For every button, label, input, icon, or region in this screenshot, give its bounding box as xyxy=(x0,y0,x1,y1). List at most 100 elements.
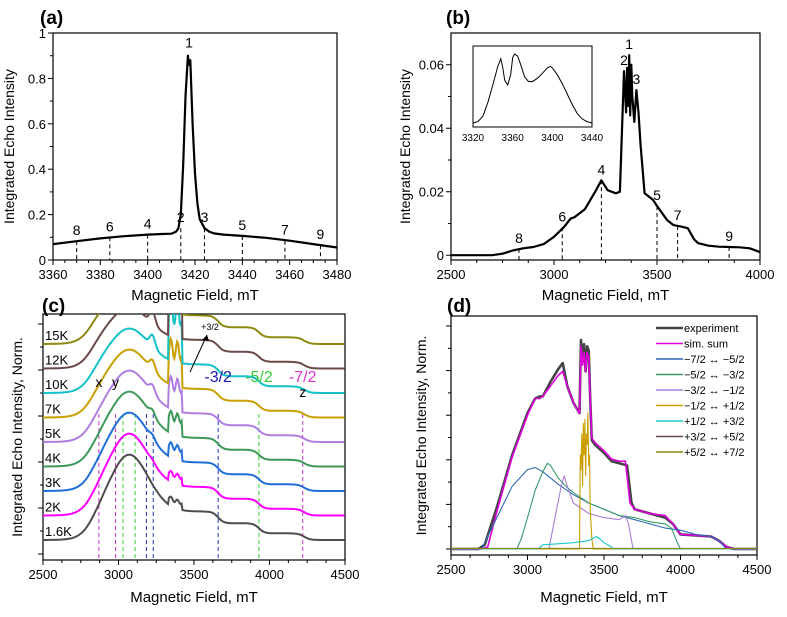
legend-label: −5/2 ↔ −3/2 xyxy=(684,370,745,382)
annotation-label: x xyxy=(95,374,102,390)
legend-label: −3/2 ↔ −1/2 xyxy=(684,385,745,397)
series-label: 7K xyxy=(45,402,61,417)
plot-area xyxy=(451,338,757,551)
series-label: 5K xyxy=(45,426,61,441)
marker-label: 6 xyxy=(558,208,566,224)
annotation-label: z xyxy=(299,384,306,400)
x-axis-label: Magnetic Field, mT xyxy=(131,287,259,304)
x-axis-label: Magnetic Field, mT xyxy=(130,589,258,606)
series-line--5-2-3-2 xyxy=(451,462,757,550)
inset-frame xyxy=(472,45,593,128)
marker-label: 5 xyxy=(653,187,661,203)
plot-area xyxy=(53,54,337,249)
y-tick-label: 0.02 xyxy=(419,185,444,200)
legend: experiment sim. sum −7/2 ↔ −5/2 −5/2 ↔ −3/2… xyxy=(656,323,745,459)
x-tick-label: 3000 xyxy=(540,267,569,282)
legend-label: −7/2 ↔ −5/2 xyxy=(684,354,745,366)
series-line-3K xyxy=(43,411,345,492)
marker-label: 5 xyxy=(238,217,246,233)
x-tick-label: 2500 xyxy=(29,567,58,582)
annotation-label: -5/2 xyxy=(245,369,273,386)
series-line-12K xyxy=(43,314,345,370)
x-tick-label: 3360 xyxy=(39,267,68,282)
series-label: 3K xyxy=(45,475,61,490)
marker-label: 2 xyxy=(177,209,185,225)
x-tick-label: 2500 xyxy=(437,267,466,282)
x-tick-label: 3500 xyxy=(590,562,619,577)
series-label: 1.6K xyxy=(45,524,72,539)
marker-label: 6 xyxy=(106,218,114,234)
inset-x-tick-label: 3400 xyxy=(541,133,564,144)
panel-label: (a) xyxy=(40,8,63,29)
inset-x-tick-label: 3360 xyxy=(502,133,525,144)
x-tick-label: 4000 xyxy=(666,562,695,577)
x-tick-label: 3420 xyxy=(181,267,210,282)
series-line-7K xyxy=(43,335,345,419)
x-axis-label: Magnetic Field, mT xyxy=(540,589,668,606)
marker-label: 1 xyxy=(625,36,633,52)
y-tick-label: 0.06 xyxy=(419,58,444,73)
x-tick-label: 3460 xyxy=(275,267,304,282)
series-line-2K xyxy=(43,432,345,517)
series-line--3-2-1-2 xyxy=(451,475,757,550)
annotation-arrow xyxy=(189,334,208,373)
x-tick-label: 3480 xyxy=(323,267,352,282)
series-line-spectrum xyxy=(53,54,337,249)
marker-label: 2 xyxy=(620,52,628,68)
annotation-label: +3/2 xyxy=(201,322,219,332)
panel-label: (c) xyxy=(42,296,65,317)
y-tick-label: 0 xyxy=(437,248,444,263)
y-tick-label: 0.8 xyxy=(28,71,46,86)
marker-label: 4 xyxy=(144,216,152,232)
series-label: 10K xyxy=(45,377,68,392)
x-tick-label: 4500 xyxy=(743,562,772,577)
x-tick-label: 4000 xyxy=(255,567,284,582)
inset-x-tick-label: 3320 xyxy=(462,133,485,144)
panel-b: (b) 2500 3000 3500 4000 Magnetic Field, mT Int… xyxy=(397,8,774,304)
legend-label: +3/2 ↔ +5/2 xyxy=(684,432,745,444)
marker-label: 9 xyxy=(317,226,325,242)
legend-label: +1/2 ↔ +3/2 xyxy=(684,416,745,428)
y-tick-label: 0.04 xyxy=(419,121,444,136)
arrow-head xyxy=(202,335,209,341)
x-axis-label: Magnetic Field, mT xyxy=(542,287,670,304)
x-tick-label: 4000 xyxy=(746,267,775,282)
y-tick-label: 0.2 xyxy=(28,208,46,223)
series-line-spectrum xyxy=(451,54,760,257)
x-tick-label: 3400 xyxy=(133,267,162,282)
panel-c: (c) 2500 3000 3500 4000 4500 Magnetic Field, m… xyxy=(9,296,360,606)
y-tick-label: 1 xyxy=(39,26,46,41)
marker-label: 8 xyxy=(73,222,81,238)
marker-label: 4 xyxy=(597,161,605,177)
series-line--1-2-1-2 xyxy=(451,412,757,550)
marker-label: 3 xyxy=(201,209,209,225)
y-tick-label: 0.6 xyxy=(28,117,46,132)
marker-label: 9 xyxy=(725,228,733,244)
x-tick-label: 4500 xyxy=(331,567,360,582)
panel-label: (d) xyxy=(447,296,471,317)
y-axis-label: Integrated Echo Intensity, Norm. xyxy=(9,337,25,537)
legend-label: −1/2 ↔ +1/2 xyxy=(684,401,745,413)
x-tick-label: 3500 xyxy=(180,567,209,582)
series-label: 15K xyxy=(45,328,68,343)
series-line-5K xyxy=(43,369,345,443)
series-line-4K xyxy=(43,390,345,468)
annotation-label: -3/2 xyxy=(204,369,232,386)
panel-label: (b) xyxy=(446,8,470,29)
y-tick-label: 0.4 xyxy=(28,162,46,177)
series-line-15K xyxy=(43,314,345,345)
panel-d: (d) 2500 3000 3500 4000 4500 Magnetic Field, m… xyxy=(413,296,771,606)
marker-label: 1 xyxy=(185,34,193,50)
y-axis-label: Integrated Echo Intensity xyxy=(397,69,413,224)
legend-label: sim. sum xyxy=(684,339,728,351)
marker-label: 8 xyxy=(515,230,523,246)
inset-x-tick-label: 3440 xyxy=(581,133,604,144)
x-tick-label: 3500 xyxy=(643,267,672,282)
annotation-label: -7/2 xyxy=(289,369,317,386)
marker-label: 7 xyxy=(674,207,682,223)
x-tick-label: 3380 xyxy=(86,267,115,282)
plot-frame xyxy=(52,32,338,261)
x-tick-label: 2500 xyxy=(437,562,466,577)
series-line--1-2-3-2 xyxy=(451,535,757,550)
